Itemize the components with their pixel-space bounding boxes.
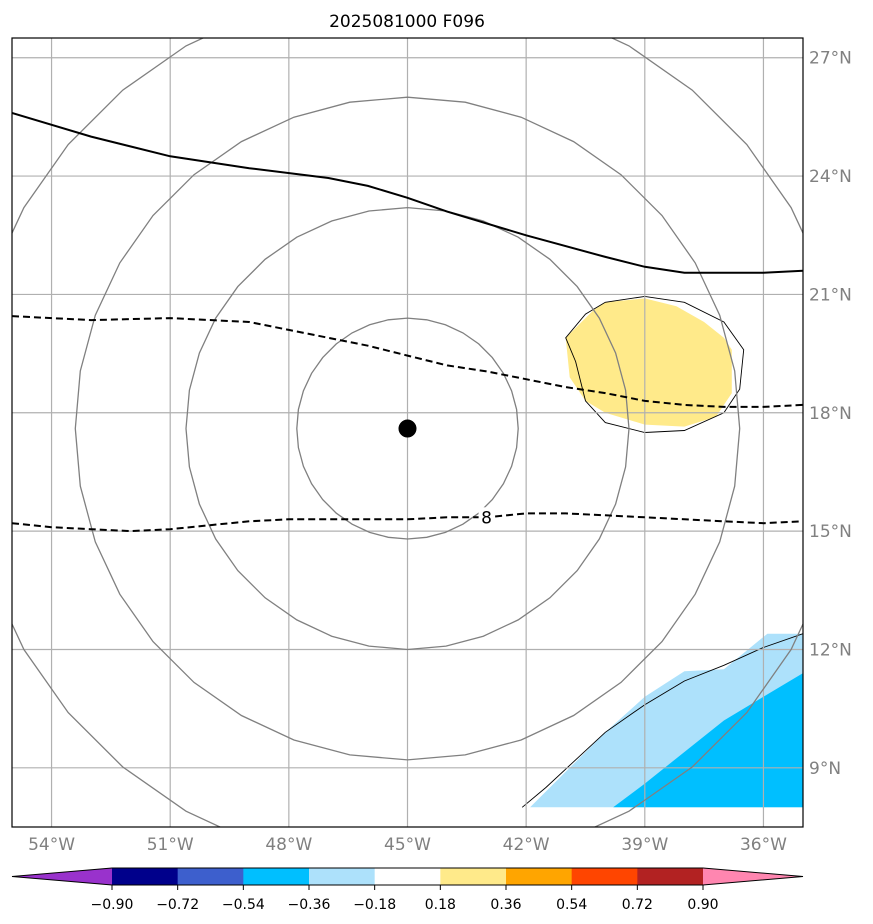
colorbar-segment [177, 868, 244, 885]
yellow-shaded-region [565, 298, 732, 427]
latitude-tick-label: 18°N [809, 404, 852, 424]
storm-center-marker [398, 419, 417, 438]
deep-blue-shaded-region [613, 673, 803, 808]
center-marker-layer [398, 419, 417, 438]
colorbar-tick-label: −0.90 [91, 897, 134, 913]
colorbar-tick-label: 0.90 [687, 897, 718, 913]
latitude-tick-label: 15°N [809, 522, 852, 542]
dashed-contour-line-upper [12, 315, 803, 408]
latitude-tick-label: 12°N [809, 640, 852, 660]
shaded-fields-layer [521, 295, 803, 808]
colorbar-segment [637, 868, 704, 885]
region-outline [565, 295, 745, 433]
colorbar-upper-extension [703, 868, 803, 885]
longitude-tick-label: 54°W [28, 835, 75, 855]
map-frame [11, 37, 804, 828]
colorbar-tick-label: −0.54 [222, 897, 265, 913]
latitude-tick-label: 27°N [809, 49, 852, 69]
colorbar-tick-label: 0.72 [622, 897, 653, 913]
longitude-tick-label: 36°W [740, 835, 787, 855]
colorbar-segment [112, 868, 179, 885]
latitude-tick-label: 9°N [809, 759, 841, 779]
contour-label-background [478, 507, 495, 528]
colorbar-segment [374, 868, 441, 885]
range-rings-layer [12, 38, 803, 827]
colorbar-tick-label: −0.36 [288, 897, 331, 913]
solid-contour-line [12, 112, 803, 274]
latitude-tick-label: 21°N [809, 285, 852, 305]
latitude-tick-label: 24°N [809, 167, 852, 187]
coastal-outline [521, 633, 803, 808]
contour-lines-layer: 8 [12, 112, 803, 533]
colorbar-tick-label: −0.72 [156, 897, 199, 913]
latitude-labels: 9°N 12°N 15°N 18°N 21°N 24°N 27°N [809, 49, 852, 779]
longitude-tick-label: 45°W [384, 835, 431, 855]
colorbar-lower-extension [12, 868, 112, 885]
longitude-labels: 54°W 51°W 48°W 45°W 42°W 39°W 36°W [28, 835, 787, 855]
colorbar-segment [506, 868, 573, 885]
map-plot-area: 8 [12, 38, 803, 827]
range-ring [12, 38, 803, 827]
colorbar-segment [309, 868, 376, 885]
colorbar-tick-label: 0.18 [425, 897, 456, 913]
colorbar-segment [571, 868, 638, 885]
range-ring [185, 206, 630, 651]
range-ring [296, 317, 519, 540]
longitude-tick-label: 51°W [147, 835, 194, 855]
longitude-tick-label: 39°W [621, 835, 668, 855]
colorbar: −0.90 −0.72 −0.54 −0.36 −0.18 0.18 0.36 0.54 0.7… [11, 867, 804, 913]
range-ring [74, 96, 741, 761]
colorbar-tick-label: 0.36 [490, 897, 521, 913]
colorbar-tick-label: 0.54 [556, 897, 587, 913]
dashed-contour-line-lower [12, 512, 803, 533]
longitude-tick-label: 42°W [503, 835, 550, 855]
colorbar-tick-label: −0.18 [353, 897, 396, 913]
colorbar-segment [243, 868, 310, 885]
figure-title: 2025081000 F096 [329, 12, 485, 32]
contour-label: 8 [481, 508, 492, 528]
longitude-tick-label: 48°W [265, 835, 312, 855]
colorbar-segment [440, 868, 507, 885]
